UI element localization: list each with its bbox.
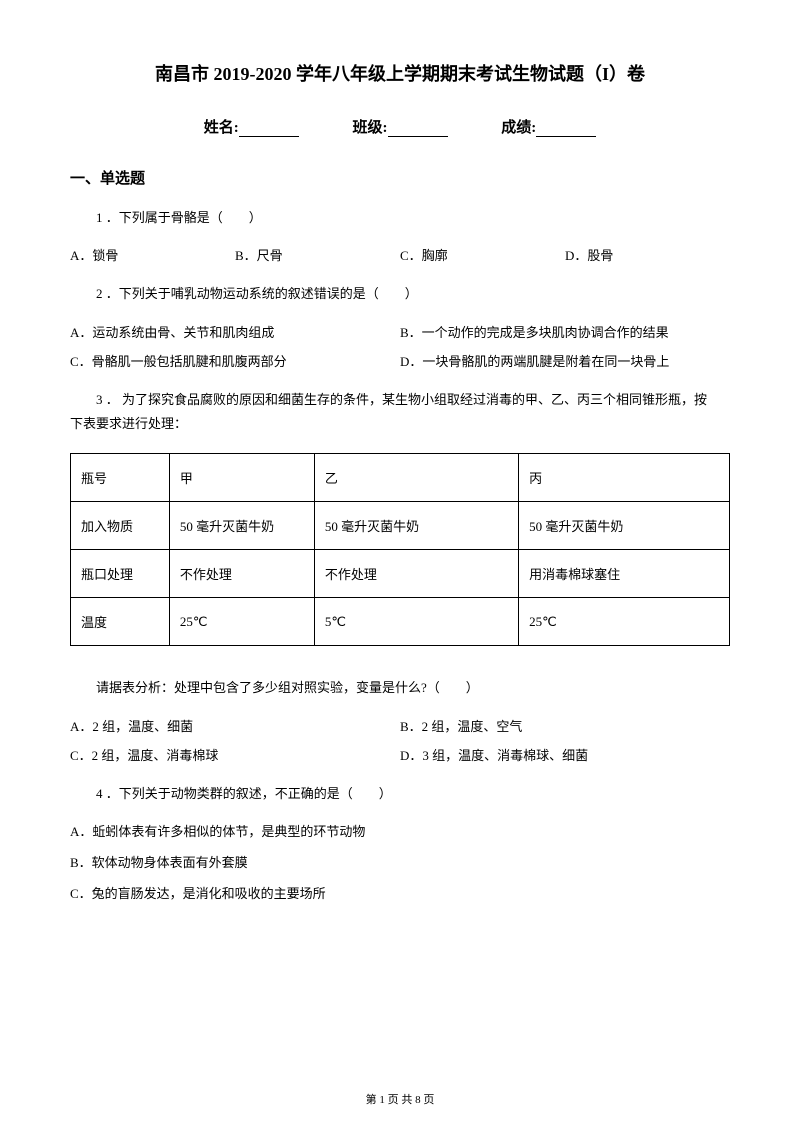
table-cell: 5℃ (314, 598, 518, 646)
q3-line2: 下表要求进行处理： (70, 412, 730, 437)
table-cell: 50 毫升灭菌牛奶 (314, 502, 518, 550)
table-cell: 瓶号 (71, 454, 170, 502)
table-cell: 丙 (519, 454, 730, 502)
table-cell: 瓶口处理 (71, 550, 170, 598)
name-blank (239, 121, 299, 137)
table-row: 加入物质 50 毫升灭菌牛奶 50 毫升灭菌牛奶 50 毫升灭菌牛奶 (71, 502, 730, 550)
q2-option-a: A．运动系统由骨、关节和肌肉组成 (70, 322, 400, 341)
q1-text: 1 ．下列属于骨骼是（ ） (70, 206, 730, 229)
table-cell: 甲 (169, 454, 314, 502)
table-cell: 50 毫升灭菌牛奶 (169, 502, 314, 550)
class-label: 班级: (353, 120, 388, 136)
table-row: 瓶号 甲 乙 丙 (71, 454, 730, 502)
q2-option-b: B．一个动作的完成是多块肌肉协调合作的结果 (400, 322, 730, 341)
table-cell: 不作处理 (314, 550, 518, 598)
name-label: 姓名: (204, 120, 239, 136)
page-footer: 第 1 页 共 8 页 (0, 1091, 800, 1107)
q1-option-b: B．尺骨 (235, 245, 400, 264)
q4-text: 4 ．下列关于动物类群的叙述，不正确的是（ ） (70, 782, 730, 805)
q4-option-a: A．蚯蚓体表有许多相似的体节，是典型的环节动物 (70, 821, 730, 840)
q1-option-a: A．锁骨 (70, 245, 235, 264)
q3-line1: 3 ． 为了探究食品腐败的原因和细菌生存的条件，某生物小组取经过消毒的甲、乙、丙… (70, 388, 730, 413)
q3-analysis: 请据表分析：处理中包含了多少组对照实验，变量是什么?（ ） (70, 676, 730, 699)
q2-options: A．运动系统由骨、关节和肌肉组成 B．一个动作的完成是多块肌肉协调合作的结果 C… (70, 322, 730, 370)
table-cell: 用消毒棉球塞住 (519, 550, 730, 598)
q3-option-b: B．2 组，温度、空气 (400, 716, 730, 735)
score-blank (536, 121, 596, 137)
q4-option-c: C．兔的盲肠发达，是消化和吸收的主要场所 (70, 883, 730, 902)
q3-option-c: C．2 组，温度、消毒棉球 (70, 745, 400, 764)
q1-options: A．锁骨 B．尺骨 C．胸廓 D．股骨 (70, 245, 730, 264)
class-blank (388, 121, 448, 137)
q2-option-d: D．一块骨骼肌的两端肌腱是附着在同一块骨上 (400, 351, 730, 370)
info-line: 姓名: 班级: 成绩: (70, 116, 730, 137)
table-cell: 50 毫升灭菌牛奶 (519, 502, 730, 550)
table-cell: 25℃ (169, 598, 314, 646)
data-table: 瓶号 甲 乙 丙 加入物质 50 毫升灭菌牛奶 50 毫升灭菌牛奶 50 毫升灭… (70, 453, 730, 646)
q3-text: 3 ． 为了探究食品腐败的原因和细菌生存的条件，某生物小组取经过消毒的甲、乙、丙… (70, 388, 730, 437)
q4-option-b: B．软体动物身体表面有外套膜 (70, 852, 730, 871)
table-cell: 不作处理 (169, 550, 314, 598)
q1-option-c: C．胸廓 (400, 245, 565, 264)
table-row: 瓶口处理 不作处理 不作处理 用消毒棉球塞住 (71, 550, 730, 598)
table-cell: 乙 (314, 454, 518, 502)
section-header: 一、单选题 (70, 167, 730, 188)
table-cell: 加入物质 (71, 502, 170, 550)
page-title: 南昌市 2019-2020 学年八年级上学期期末考试生物试题（I）卷 (70, 60, 730, 86)
q2-option-c: C．骨骼肌一般包括肌腱和肌腹两部分 (70, 351, 400, 370)
q1-option-d: D．股骨 (565, 245, 730, 264)
q3-option-d: D．3 组，温度、消毒棉球、细菌 (400, 745, 730, 764)
q3-option-a: A．2 组，温度、细菌 (70, 716, 400, 735)
q2-text: 2 ．下列关于哺乳动物运动系统的叙述错误的是（ ） (70, 282, 730, 305)
table-cell: 温度 (71, 598, 170, 646)
q3-options: A．2 组，温度、细菌 B．2 组，温度、空气 C．2 组，温度、消毒棉球 D．… (70, 716, 730, 764)
table-cell: 25℃ (519, 598, 730, 646)
score-label: 成绩: (501, 120, 536, 136)
table-row: 温度 25℃ 5℃ 25℃ (71, 598, 730, 646)
